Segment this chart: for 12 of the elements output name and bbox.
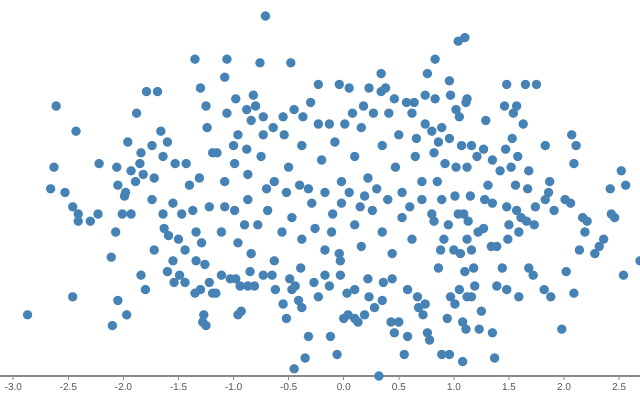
x-tick-label: -3.0 [4, 382, 22, 393]
x-tick-label: 0.5 [392, 382, 406, 393]
x-tick-label: 1.0 [446, 382, 462, 393]
x-tick-label: -2.0 [114, 382, 132, 393]
x-tick-label: -0.5 [280, 382, 298, 393]
x-tick-label: -2.5 [60, 382, 78, 393]
x-tick-label: -1.5 [170, 382, 188, 393]
x-tick-label: 2.0 [557, 382, 572, 393]
x-tick-label: 0.0 [336, 382, 352, 393]
x-tick-label: 2.5 [612, 382, 626, 393]
x-tick-label: 1.5 [502, 382, 516, 393]
x-tick-label: -1.0 [224, 382, 243, 393]
